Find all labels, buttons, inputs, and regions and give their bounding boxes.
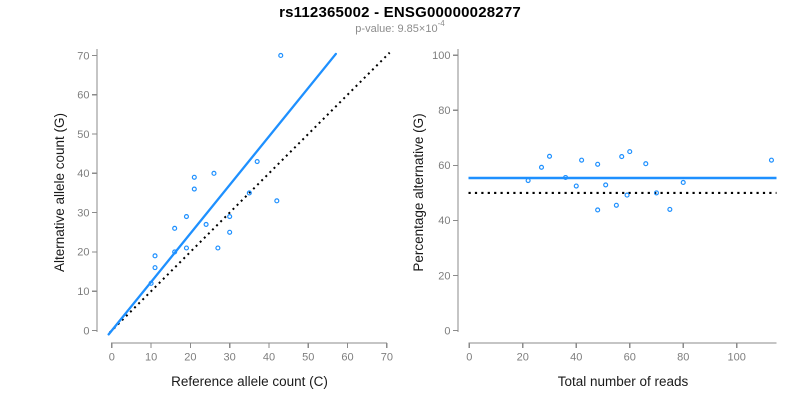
left-y-tick-label: 50 (77, 129, 89, 141)
right-x-tick-label: 40 (570, 352, 582, 364)
left-data-point (172, 225, 178, 231)
right-data-point (624, 192, 630, 198)
right-y-tick-label: 100 (432, 50, 450, 62)
right-x-tick-label: 0 (466, 352, 472, 364)
left-data-point (183, 245, 190, 251)
right-x-axis-label: Total number of reads (558, 374, 689, 389)
left-y-tick-label: 30 (77, 207, 89, 219)
left-x-tick-label: 70 (381, 352, 393, 364)
left-x-tick-label: 30 (224, 352, 236, 364)
left-y-axis-label: Alternative allele count (G) (52, 113, 67, 272)
left-data-point (203, 221, 209, 227)
left-x-tick-label: 10 (145, 352, 157, 364)
left-y-tick-label: 10 (77, 286, 89, 298)
regression-line (107, 52, 337, 336)
left-x-tick-label: 20 (184, 352, 196, 364)
left-x-tick-label: 50 (302, 352, 314, 364)
left-data-point (254, 159, 260, 165)
left-data-point (172, 249, 178, 255)
left-data-point (211, 170, 217, 176)
right-x-tick-label: 20 (517, 352, 529, 364)
right-data-point (595, 161, 601, 167)
right-data-point (680, 179, 686, 185)
left-data-point (215, 245, 221, 251)
right-data-point (653, 190, 660, 196)
left-data-point (274, 198, 280, 204)
left-y-tick-label: 20 (77, 247, 89, 259)
right-data-point (613, 202, 619, 208)
left-y-tick-label: 70 (77, 50, 89, 62)
left-data-point (148, 280, 154, 286)
right-y-axis-label: Percentage alternative (G) (411, 113, 426, 271)
left-data-point (183, 214, 190, 220)
right-y-tick-label: 80 (438, 105, 450, 117)
right-y-tick-label: 40 (438, 215, 450, 227)
left-y-tick-label: 40 (77, 168, 89, 180)
right-data-point (563, 174, 569, 181)
right-data-point (538, 164, 545, 170)
left-x-axis-label: Reference allele count (C) (171, 374, 328, 389)
left-data-point (278, 52, 284, 59)
right-data-point (595, 207, 601, 213)
right-data-point (667, 206, 673, 212)
right-data-point (627, 149, 633, 155)
right-data-point (643, 161, 649, 167)
left-y-tick-label: 60 (77, 90, 89, 102)
right-x-tick-label: 80 (677, 352, 689, 364)
left-x-tick-label: 60 (341, 352, 353, 364)
right-x-tick-label: 100 (728, 352, 746, 364)
left-y-tick-label: 0 (83, 325, 89, 337)
left-data-point (191, 186, 197, 192)
right-data-point (546, 153, 553, 159)
right-x-tick-label: 60 (624, 352, 636, 364)
right-data-point (768, 157, 775, 163)
left-x-tick-label: 0 (109, 352, 115, 364)
left-data-point (191, 174, 197, 180)
left-data-point (246, 190, 252, 196)
left-data-point (227, 214, 233, 220)
pvalue-text: p-value: 9.85×10 (355, 23, 438, 35)
right-data-point (579, 157, 585, 163)
identity-line (108, 51, 391, 334)
right-data-point (603, 182, 609, 188)
figure-title: rs112365002 - ENSG00000028277 (279, 4, 521, 21)
right-data-point (525, 177, 531, 184)
left-data-point (152, 265, 158, 271)
right-y-tick-label: 20 (438, 270, 450, 282)
left-x-tick-label: 40 (263, 352, 275, 364)
pvalue-exponent: -4 (437, 19, 445, 29)
left-data-point (152, 253, 158, 259)
right-y-tick-label: 60 (438, 160, 450, 172)
figure-subtitle: p-value: 9.85×10-4 (0, 20, 800, 35)
right-y-tick-label: 0 (444, 325, 450, 337)
right-data-point (573, 183, 579, 189)
right-data-point (619, 154, 625, 160)
left-data-point (227, 229, 233, 235)
